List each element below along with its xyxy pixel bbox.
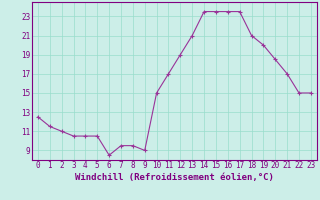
X-axis label: Windchill (Refroidissement éolien,°C): Windchill (Refroidissement éolien,°C) bbox=[75, 173, 274, 182]
